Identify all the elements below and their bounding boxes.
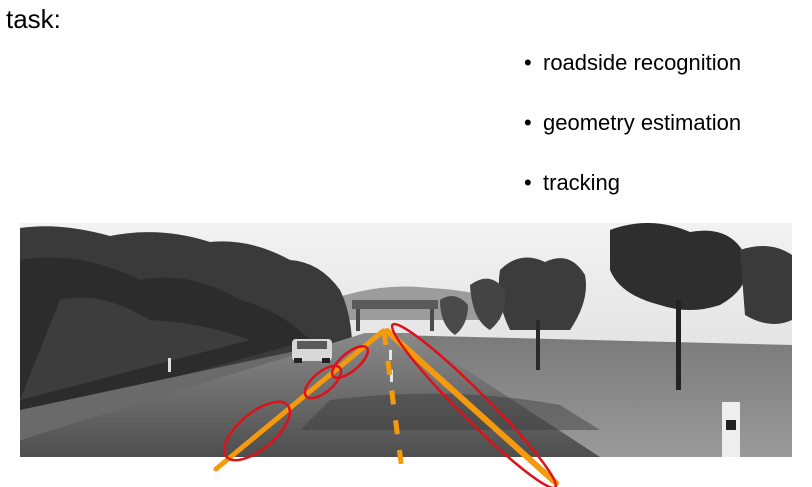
- bullet-label: tracking: [543, 170, 621, 195]
- roadside-detections: [222, 322, 558, 487]
- bullet-list: • roadside recognition • geometry estima…: [524, 48, 741, 228]
- left-verge: [20, 345, 340, 440]
- bullet-item-roadside-recognition: • roadside recognition: [524, 48, 741, 78]
- bullet-label: geometry estimation: [543, 110, 742, 135]
- sky: [20, 223, 792, 457]
- roadside-post: [722, 402, 740, 457]
- left-trees: [20, 226, 352, 420]
- slide-title: task:: [6, 4, 61, 34]
- bullet-item-tracking: • tracking: [524, 168, 741, 198]
- right-tree: [498, 257, 586, 330]
- distant-hill: [330, 286, 500, 320]
- road-surface: [20, 333, 600, 457]
- road-photo: [20, 223, 792, 457]
- detection-ellipse-3: [330, 345, 370, 379]
- bullet-icon: •: [524, 50, 532, 75]
- bullet-icon: •: [524, 110, 532, 135]
- bullet-icon: •: [524, 170, 532, 195]
- left-roadside-estimate: [213, 328, 386, 472]
- right-tree-large: [610, 223, 748, 310]
- detection-ellipse-2: [303, 364, 343, 400]
- detection-ellipse-1: [222, 400, 292, 462]
- car: [292, 339, 332, 361]
- right-grass: [392, 335, 792, 457]
- estimated-road-geometry: [213, 328, 559, 486]
- right-roadside-estimate: [384, 328, 559, 486]
- center-line-estimate: [381, 330, 405, 471]
- bullet-item-geometry-estimation: • geometry estimation: [524, 108, 741, 138]
- detection-ellipse-right: [390, 322, 558, 487]
- overpass-bridge: [352, 300, 438, 309]
- bullet-label: roadside recognition: [543, 50, 742, 75]
